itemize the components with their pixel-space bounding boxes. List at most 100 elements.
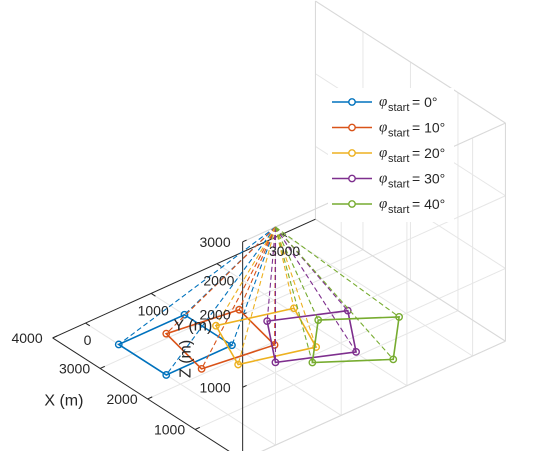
data-point <box>180 310 189 319</box>
z-tick-mark <box>242 239 247 243</box>
legend-subscript: start <box>388 102 409 114</box>
ray-line <box>275 226 357 353</box>
legend-symbol: φ <box>379 94 387 110</box>
ray-line <box>266 226 277 322</box>
data-point <box>114 340 123 349</box>
grid <box>52 0 506 451</box>
ray-line <box>165 226 276 376</box>
ray-line <box>275 226 394 360</box>
y-axis-label: Y (m) <box>174 317 213 334</box>
footprint-polygon <box>266 309 358 364</box>
ray-line <box>118 226 276 345</box>
x-tick-mark <box>99 365 105 369</box>
grid-line <box>194 310 459 430</box>
legend-entry: φ start = 10° <box>332 120 445 140</box>
data-point <box>389 355 398 364</box>
legend-label: = 10° <box>412 120 445 136</box>
data-point <box>162 371 171 379</box>
ray-line <box>275 226 319 321</box>
y-tick-mark <box>85 322 91 327</box>
ray-line <box>275 226 400 318</box>
footprint-polygon <box>117 313 234 376</box>
data-point <box>314 316 323 324</box>
legend-marker <box>348 123 356 132</box>
grid-line <box>147 279 411 400</box>
legend: φ start = 0°φ start = 10°φ start = 20°φ star… <box>328 88 454 222</box>
grid-line <box>282 233 473 357</box>
legend-symbol: φ <box>379 196 387 212</box>
legend-entry: φ start = 40° <box>332 196 445 216</box>
legend-marker <box>348 200 356 208</box>
data-point <box>162 329 171 338</box>
footprint-polygon <box>164 308 277 370</box>
box-edge <box>315 0 506 124</box>
ray-line <box>184 226 276 316</box>
grid-line <box>85 322 276 446</box>
data-point <box>197 364 206 373</box>
y-tick-mark <box>150 292 156 297</box>
z-axis-label: Z (m) <box>178 340 195 378</box>
legend-entry: φ start = 20° <box>332 145 445 165</box>
legend-marker <box>348 149 356 157</box>
x-axis-label: X (m) <box>44 393 83 410</box>
legend-label: = 40° <box>412 196 445 212</box>
data-point <box>395 313 404 321</box>
data-point <box>263 317 272 326</box>
legend-subscript: start <box>388 153 409 165</box>
legend-subscript: start <box>388 204 409 216</box>
legend-label: = 30° <box>412 171 445 187</box>
footprint-polygon <box>214 307 318 366</box>
y-tick-mark <box>216 263 222 267</box>
legend-subscript: start <box>388 179 409 191</box>
ray-line <box>231 226 277 346</box>
series-2 <box>212 226 321 369</box>
tick-labels: 0100020003000400001000200030000100020003… <box>11 234 300 438</box>
legend-marker <box>348 174 356 183</box>
grid-line <box>261 340 506 451</box>
z-tick-label: 2000 <box>199 307 230 323</box>
legend-entry: φ start = 30° <box>332 171 445 191</box>
ray-line <box>201 226 276 370</box>
axis-labels: X (m) Y (m) Z (m) <box>44 317 212 409</box>
x-tick-mark <box>52 335 58 339</box>
ray-line <box>165 226 276 335</box>
axes <box>52 0 506 451</box>
series-4 <box>274 226 404 367</box>
legend-label: = 20° <box>412 145 445 161</box>
data-point <box>343 306 352 315</box>
x-tick-label: 2000 <box>106 391 137 407</box>
x-tick-mark <box>147 396 153 400</box>
legend-subscript: start <box>388 128 409 140</box>
legend-label: = 0° <box>412 94 437 110</box>
z-tick-mark <box>242 385 247 388</box>
data-point <box>352 348 360 356</box>
grid-line <box>99 249 364 369</box>
z-tick-label: 3000 <box>199 234 230 250</box>
data-point <box>228 341 236 350</box>
legend-entry: φ start = 0° <box>332 94 437 114</box>
ray-line <box>274 226 317 348</box>
legend-symbol: φ <box>379 120 387 136</box>
ray-line <box>215 226 276 326</box>
legend-marker <box>348 98 356 106</box>
x-tick-label: 3000 <box>59 360 90 376</box>
series-layer <box>114 226 404 379</box>
y-tick-label: 3000 <box>269 243 300 259</box>
x-tick-label: 1000 <box>154 421 185 437</box>
data-point <box>235 305 244 314</box>
y-tick-label: 0 <box>84 332 92 348</box>
ray-line <box>238 226 277 310</box>
footprint-polygon <box>311 316 401 364</box>
data-point <box>234 360 243 369</box>
grid-line <box>216 263 408 387</box>
grid-line <box>261 340 506 451</box>
x-tick-mark <box>194 426 200 430</box>
legend-symbol: φ <box>379 171 387 187</box>
y-tick-label: 1000 <box>138 302 169 318</box>
y-tick-label: 2000 <box>203 273 234 289</box>
x-tick-label: 4000 <box>11 330 42 346</box>
box-edge <box>315 218 506 342</box>
z-tick-label: 1000 <box>199 379 230 395</box>
y-tick-mark <box>282 233 288 238</box>
